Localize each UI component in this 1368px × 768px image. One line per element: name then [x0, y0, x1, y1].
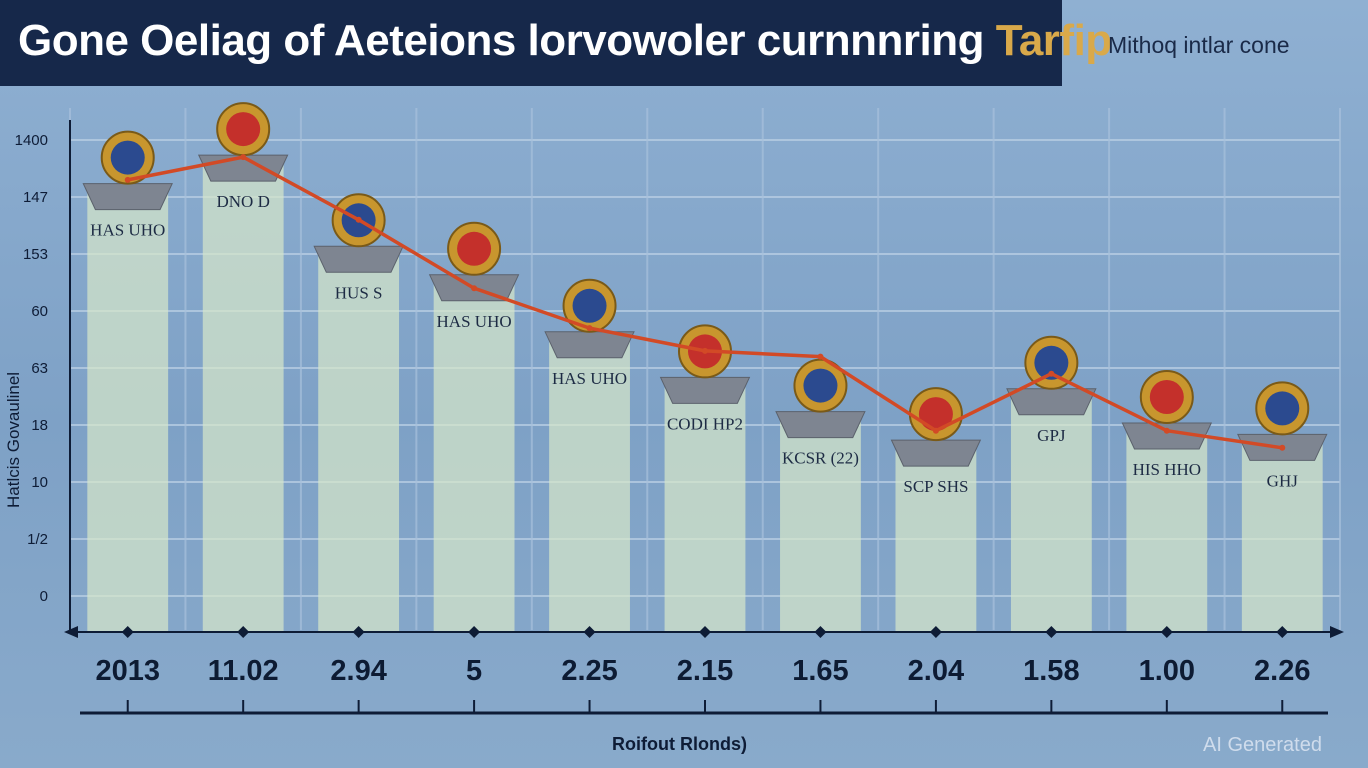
y-tick-label: 0	[40, 588, 48, 605]
bar-caption: SCP SHS	[903, 477, 968, 496]
bar-caption: HAS UHO	[552, 369, 627, 388]
x-axis-marker	[352, 626, 365, 638]
bar	[1126, 425, 1208, 632]
globe-flag-icon-inner	[803, 368, 838, 403]
x-axis-marker	[814, 626, 827, 638]
trend-point	[124, 176, 131, 183]
y-tick-label: 1400	[15, 132, 48, 149]
bar	[895, 442, 977, 632]
x-tick-label: 1.65	[792, 655, 848, 687]
bar	[1010, 390, 1092, 632]
trend-point	[240, 154, 247, 161]
crown-books-icon-inner	[1265, 391, 1300, 426]
trend-point	[1279, 444, 1286, 451]
bar	[318, 248, 400, 633]
dollar-sign-icon-inner	[572, 288, 607, 323]
x-tick-label: 11.02	[208, 655, 279, 687]
bar	[433, 276, 515, 632]
y-tick-label: 10	[31, 474, 48, 491]
x-axis-arrow-right	[1330, 626, 1344, 638]
x-tick-label: 1.00	[1139, 655, 1195, 687]
x-tick-label: 5	[466, 655, 482, 687]
x-axis-marker	[1045, 626, 1058, 638]
x-axis-marker	[1160, 626, 1173, 638]
bar-caption: HUS S	[335, 283, 383, 302]
bar	[202, 157, 284, 632]
x-axis-marker	[699, 626, 711, 638]
coat-of-arms-icon-inner	[918, 397, 953, 432]
x-axis-title: Roifout Rlonds)	[612, 734, 747, 754]
x-axis-marker	[237, 626, 250, 638]
chart-title: Gone Oeliag of Aeteions lorvowoler curnn…	[18, 16, 1112, 66]
chart-subtitle: Mithoq intlar cone	[1108, 32, 1290, 58]
bar	[87, 185, 169, 632]
y-axis-title-wrap: Hatlcis Govaulinel	[4, 358, 34, 508]
chart-title-accent: Tarfip	[995, 16, 1112, 65]
bar-caption: GHJ	[1267, 471, 1299, 490]
x-axis-marker	[583, 626, 596, 638]
spain-flag-medallion-icon-inner	[110, 140, 145, 175]
x-axis-marker	[1276, 626, 1289, 638]
trend-point	[702, 347, 708, 354]
bar-pedestal	[82, 183, 173, 211]
chart-title-main: Gone Oeliag of Aeteions lorvowoler curnn…	[18, 16, 984, 65]
y-tick-label: 63	[31, 360, 48, 377]
x-tick-label: 2.25	[561, 655, 617, 687]
castle-crown-icon-inner	[226, 112, 261, 147]
bar-caption: DNO D	[217, 192, 270, 211]
y-tick-label: 60	[31, 303, 48, 320]
trend-point	[1163, 427, 1170, 434]
y-axis-title: Hatlcis Govaulinel	[4, 371, 23, 508]
y-tick-label: 147	[23, 189, 48, 206]
x-tick-label: 2013	[95, 655, 160, 687]
trend-point	[932, 427, 939, 434]
x-tick-label: 2.94	[330, 655, 386, 687]
y-tick-label: 153	[23, 246, 48, 263]
bar-caption: HAS UHO	[90, 221, 165, 240]
bar-caption: GPJ	[1037, 426, 1066, 445]
bar-pedestal	[890, 439, 982, 467]
bar	[780, 413, 861, 632]
x-tick-label: 1.58	[1023, 655, 1079, 687]
y-tick-label: 18	[31, 417, 48, 434]
x-tick-label: 2.04	[908, 655, 964, 687]
tricolor-flag-circle-icon-inner	[1034, 345, 1069, 380]
trend-point	[817, 353, 824, 360]
trend-point	[1048, 370, 1055, 377]
bar	[549, 333, 630, 632]
y-tick-label: 1/2	[27, 531, 48, 548]
x-tick-label: 2.26	[1254, 655, 1310, 687]
bar-pedestal	[775, 411, 866, 439]
red-flag-medallion-icon-inner	[457, 231, 492, 266]
watermark: AI Generated	[1203, 734, 1322, 756]
bar-caption: CODI HP2	[667, 414, 743, 433]
trend-point	[586, 325, 593, 332]
x-tick-label: 2.15	[677, 655, 733, 687]
x-axis-marker	[468, 626, 481, 638]
x-axis-marker	[929, 626, 942, 638]
trend-point	[471, 285, 478, 292]
bar	[664, 379, 746, 632]
bar-pedestal	[659, 376, 751, 404]
trend-point	[355, 216, 362, 223]
x-axis-marker	[121, 626, 134, 638]
bull-flag-icon-inner	[1149, 380, 1184, 414]
bar-caption: HIS HHO	[1133, 460, 1201, 479]
bar-caption: KCSR (22)	[782, 449, 859, 468]
x-axis-arrow-left	[64, 626, 78, 638]
title-bar: Gone Oeliag of Aeteions lorvowoler curnn…	[0, 0, 1112, 86]
bar-caption: HAS UHO	[437, 312, 512, 331]
bar-pedestal	[1006, 388, 1097, 416]
bar-pedestal	[313, 245, 404, 273]
bar-pedestal	[1121, 422, 1213, 450]
bar	[1241, 436, 1323, 632]
